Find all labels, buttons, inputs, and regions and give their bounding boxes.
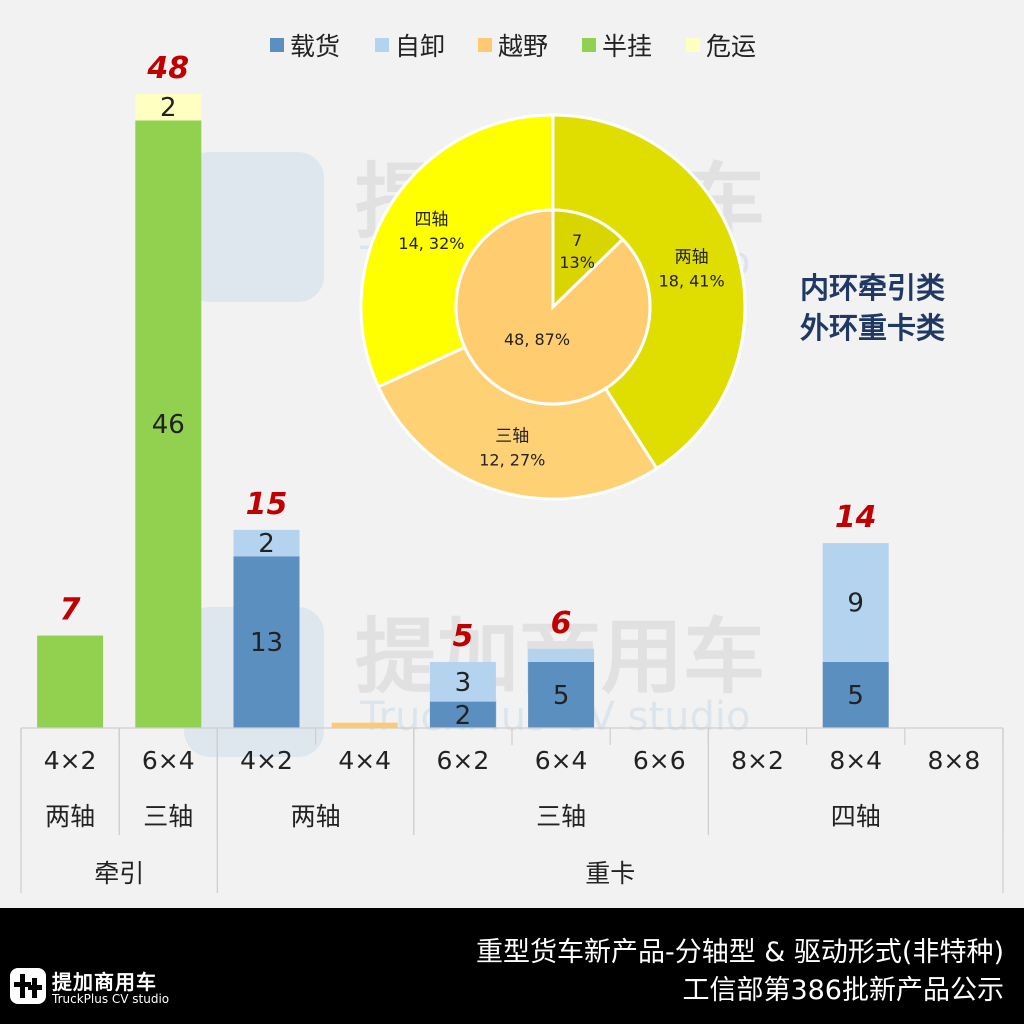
bar-6×4-weiyun <box>135 94 202 121</box>
bar-total-label: 48 <box>146 51 189 86</box>
tick-label-axle: 两轴 <box>45 802 95 831</box>
legend-label-bangua: 半挂 <box>602 32 652 61</box>
donut-outer-value: 18, 41% <box>659 271 725 290</box>
bar-8×4-zixie <box>822 543 889 662</box>
legend-swatch-zaihuo <box>270 38 284 52</box>
bar-value-label: 3 <box>455 668 472 698</box>
legend-swatch-zixie <box>375 38 389 52</box>
footer-subtitle: 工信部第386批新产品公示 <box>682 975 1004 1006</box>
donut-inner-value: 7 <box>572 231 582 250</box>
bar-value-label: 5 <box>553 681 570 711</box>
bar-value-label: 2 <box>455 701 472 731</box>
donut-outer-value: 14, 32% <box>398 234 464 253</box>
category-axis: 4×2 6×4 4×2 4×4 6×2 6×4 6×6 8×2 8×4 8×8 两轴 三轴 两轴 三轴 四轴… <box>20 727 1004 893</box>
bar-6×4-zaihuo <box>528 661 595 728</box>
tick-label-axle: 三轴 <box>536 802 586 831</box>
donut-annotation: 内环牵引类 <box>800 271 945 305</box>
tick-label-axle: 四轴 <box>831 802 881 831</box>
tick-label-drive: 4×2 <box>240 746 293 775</box>
tick-label-drive: 8×4 <box>829 746 882 775</box>
bar-6×4-zixie <box>528 648 595 662</box>
bar-6×2-zixie <box>429 661 496 702</box>
donut-chart: 两轴 18, 41% 三轴 12, 27% 四轴 14, 32% 7 13% 48, 87% 内环… <box>359 113 945 501</box>
donut-outer-label: 三轴 <box>495 427 529 447</box>
bar-total-label: 5 <box>452 619 473 654</box>
legend-label-yueye: 越野 <box>498 32 548 61</box>
donut-outer-label: 四轴 <box>414 210 448 230</box>
brand-name-en: TruckPlus CV studio <box>52 992 170 1006</box>
tick-label-drive: 8×2 <box>731 746 784 775</box>
legend: 载货 自卸 越野 半挂 危运 <box>270 32 756 61</box>
donut-inner-value: 48, 87% <box>504 330 570 349</box>
donut-inner-slice-三轴 <box>454 208 652 406</box>
legend-swatch-yueye <box>478 38 492 52</box>
tick-label-drive: 6×4 <box>142 746 195 775</box>
tick-label-drive: 4×2 <box>44 746 97 775</box>
bar-6×2-zaihuo <box>429 701 496 728</box>
bar-total-label: 7 <box>60 593 81 628</box>
tick-label-axle: 两轴 <box>291 802 341 831</box>
legend-label-zixie: 自卸 <box>395 32 445 61</box>
brand-logo: 提加商用车 TruckPlus CV studio <box>10 964 210 1020</box>
bar-4×2-bangua <box>37 635 104 728</box>
tick-label-drive: 8×8 <box>928 746 981 775</box>
footer-title: 重型货车新产品-分轴型 & 驱动形式(非特种) <box>475 937 1004 968</box>
bar-6×4-bangua <box>135 120 202 728</box>
bar-4×2-zaihuo <box>233 556 300 728</box>
bar-total-label: 15 <box>246 487 288 522</box>
tick-label-type: 重卡 <box>585 859 635 888</box>
donut-outer-label: 两轴 <box>675 247 709 267</box>
bar-value-label: 2 <box>258 529 275 559</box>
bar-value-label: 13 <box>250 628 283 658</box>
donut-outer-value: 12, 27% <box>479 451 545 470</box>
bar-value-label: 9 <box>847 589 864 619</box>
bar-value-label: 5 <box>847 681 864 711</box>
tick-label-drive: 4×4 <box>338 746 391 775</box>
legend-label-weiyun: 危运 <box>706 32 756 61</box>
brand-name-cn: 提加商用车 <box>52 970 157 994</box>
legend-swatch-weiyun <box>686 38 700 52</box>
tick-label-drive: 6×6 <box>633 746 686 775</box>
bar-total-label: 6 <box>551 606 572 641</box>
bar-4×2-zixie <box>233 529 300 557</box>
footer-banner: 重型货车新产品-分轴型 & 驱动形式(非特种) 工信部第386批新产品公示 提加… <box>0 908 1024 1024</box>
bar-value-label: 46 <box>152 410 185 440</box>
donut-annotation: 外环重卡类 <box>800 311 945 345</box>
legend-swatch-bangua <box>582 38 596 52</box>
tick-label-drive: 6×4 <box>535 746 588 775</box>
donut-inner-percent: 13% <box>559 253 595 272</box>
bar-8×4-zaihuo <box>822 661 889 728</box>
truckplus-logo-icon <box>10 968 46 1004</box>
tick-label-type: 牵引 <box>94 859 144 888</box>
tick-label-drive: 6×2 <box>437 746 490 775</box>
tick-label-axle: 三轴 <box>143 802 193 831</box>
donut-inner-slice-两轴 <box>551 208 625 311</box>
legend-label-zaihuo: 载货 <box>290 32 340 61</box>
bar-total-label: 14 <box>835 500 877 535</box>
bar-value-label: 2 <box>160 93 177 123</box>
watermark-logo-icon <box>184 152 324 302</box>
bar-4×4-yueye <box>331 722 398 728</box>
